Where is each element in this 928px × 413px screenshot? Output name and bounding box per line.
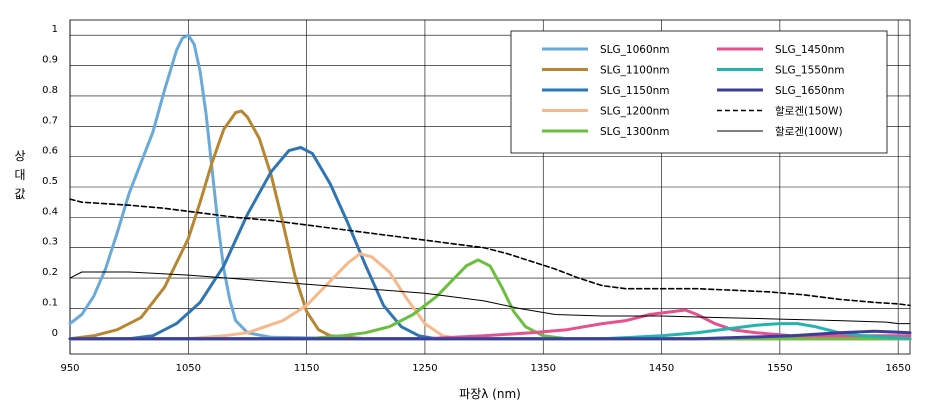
series-line — [68, 308, 912, 341]
legend-label: SLG_1300nm — [600, 126, 670, 138]
y-tick-label: 0.4 — [42, 206, 58, 217]
y-tick-label: 0.1 — [42, 297, 58, 308]
x-axis-ticks: 950 1050 1150 1250 1350 1450 1550 1650 — [60, 363, 910, 374]
legend-label: SLG_1550nm — [775, 65, 845, 77]
y-tick-label: 0.9 — [42, 55, 58, 66]
x-tick-label: 1050 — [176, 363, 201, 374]
series-line — [68, 329, 912, 341]
x-tick-label: 1550 — [767, 363, 792, 374]
y-axis-label-char: 대 — [14, 168, 25, 182]
series-line — [68, 252, 912, 341]
legend-label: 할로겐(100W) — [775, 126, 843, 138]
y-tick-label: 0.6 — [42, 146, 58, 157]
x-tick-label: 1650 — [885, 363, 910, 374]
legend: SLG_1060nm SLG_1100nm SLG_1150nm SLG_1200nm… — [510, 30, 888, 154]
x-tick-label: 1350 — [531, 363, 556, 374]
y-axis-label: 상대값 — [14, 149, 25, 201]
series-line — [69, 198, 911, 307]
y-axis-ticks: 0 0.1 0.2 0.3 0.4 0.5 0.6 0.7 0.8 0.9 1 — [42, 24, 58, 339]
x-tick-label: 1450 — [649, 363, 674, 374]
legend-label: SLG_1200nm — [600, 106, 670, 118]
series-line — [68, 146, 912, 341]
series-line — [68, 258, 912, 341]
y-tick-label: 0.7 — [42, 115, 58, 126]
x-axis-label: 파장λ (nm) — [459, 387, 521, 401]
y-tick-label: 0.5 — [42, 176, 58, 187]
legend-label: SLG_1650nm — [775, 85, 845, 97]
legend-label: SLG_1450nm — [775, 44, 845, 56]
y-tick-label: 0.2 — [42, 267, 58, 278]
legend-label: SLG_1100nm — [600, 65, 670, 77]
y-tick-label: 1 — [52, 24, 58, 35]
series-lines — [68, 33, 912, 341]
y-tick-label: 0.3 — [42, 237, 58, 248]
x-tick-label: 1250 — [412, 363, 437, 374]
legend-label: 할로겐(150W) — [775, 106, 843, 118]
legend-box — [510, 30, 888, 154]
y-axis-label-char: 상 — [14, 149, 25, 163]
x-tick-label: 1150 — [294, 363, 319, 374]
series-line — [68, 33, 912, 341]
x-tick-label: 950 — [60, 363, 79, 374]
series-line — [69, 271, 911, 325]
legend-label: SLG_1150nm — [600, 85, 670, 97]
series-line — [68, 109, 912, 341]
legend-label: SLG_1060nm — [600, 44, 670, 56]
y-axis-label-char: 값 — [14, 187, 25, 201]
y-tick-label: 0 — [52, 328, 58, 339]
y-tick-label: 0.8 — [42, 85, 58, 96]
